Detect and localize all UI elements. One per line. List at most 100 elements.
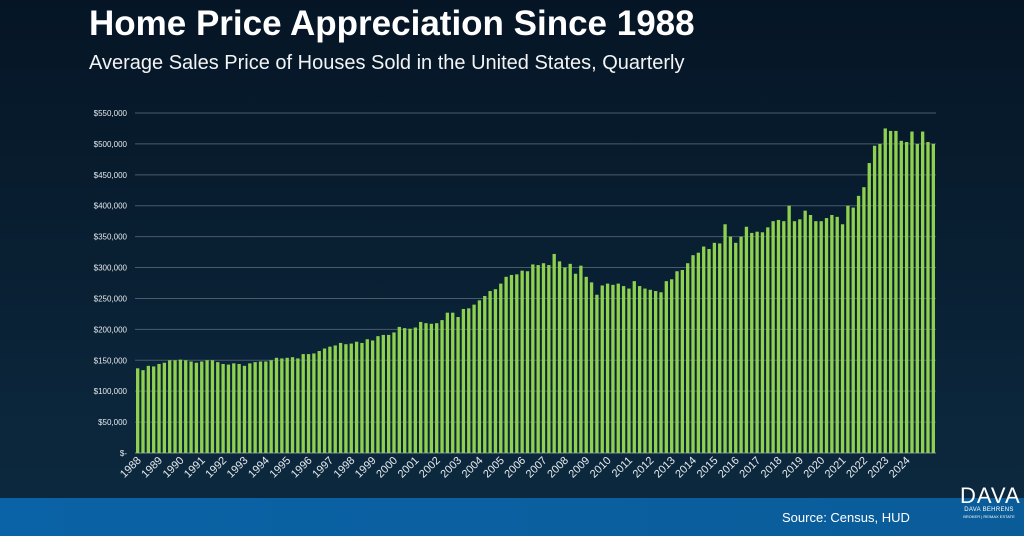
bar: [739, 236, 743, 453]
bar: [467, 308, 471, 453]
x-tick-label: 1998: [332, 455, 358, 481]
bar: [552, 253, 556, 453]
gridlines: [135, 112, 936, 454]
bar: [264, 361, 268, 453]
bar: [894, 130, 898, 453]
bar: [910, 131, 914, 454]
bar: [589, 282, 594, 453]
bar: [696, 252, 701, 453]
bar-chart: $- $50,000 $100,000 $150,000 $200,000 $250,00…: [94, 109, 936, 481]
x-tick-label: 1997: [310, 455, 336, 481]
bar: [392, 332, 396, 453]
bar: [867, 163, 871, 453]
bar: [370, 340, 375, 453]
bar: [712, 242, 717, 453]
x-tick-label: 2015: [695, 455, 721, 481]
y-tick-label: $250,000: [94, 294, 128, 303]
bar: [787, 205, 791, 453]
x-tick-label: 2005: [481, 455, 507, 481]
y-tick-label: $400,000: [94, 202, 128, 211]
x-tick-label: 2011: [610, 455, 635, 480]
bar: [472, 304, 476, 453]
logo-name: DAVA BEHRENS: [964, 507, 1014, 513]
bar: [157, 363, 161, 453]
bar: [637, 286, 642, 453]
x-tick-label: 2000: [374, 455, 400, 481]
bar: [621, 286, 626, 453]
bar: [803, 210, 807, 453]
bar: [210, 360, 215, 453]
bar: [888, 130, 893, 453]
x-tick-label: 2024: [887, 455, 913, 481]
bar: [595, 294, 599, 453]
bar: [616, 283, 620, 453]
bar: [168, 360, 172, 453]
bar: [184, 360, 188, 453]
bar: [274, 357, 279, 453]
bar: [413, 327, 417, 453]
bar: [515, 274, 519, 453]
x-axis-ticks: 1988198919901991199219931994199519961997…: [118, 455, 913, 481]
bar: [766, 227, 770, 453]
x-tick-label: 1999: [353, 455, 379, 481]
bar: [600, 285, 604, 453]
bar: [862, 187, 866, 453]
bar: [611, 284, 615, 453]
bar: [312, 353, 316, 453]
bar: [477, 300, 482, 453]
bar: [349, 343, 353, 453]
bar: [162, 362, 167, 453]
logo-wordmark: DAVA: [960, 483, 1021, 508]
y-tick-label: $150,000: [94, 356, 128, 365]
bar: [237, 363, 241, 453]
bar: [547, 265, 551, 453]
bar: [760, 232, 765, 453]
bar: [317, 351, 321, 453]
bar: [856, 195, 861, 453]
y-tick-label: $300,000: [94, 264, 128, 273]
x-tick-label: 2009: [567, 455, 593, 481]
bar: [189, 361, 193, 453]
bar: [376, 336, 380, 453]
bar: [280, 358, 284, 453]
bar: [653, 291, 658, 453]
bar: [429, 323, 434, 453]
bar: [194, 362, 199, 453]
bar: [846, 205, 850, 453]
bar: [643, 288, 647, 453]
y-axis-ticks: $- $50,000 $100,000 $150,000 $200,000 $250,00…: [94, 109, 128, 458]
bar: [771, 221, 775, 453]
brand-logo: DAVA DAVA BEHRENS BROKER | RE/MAX ESTATE: [960, 483, 1021, 520]
bar: [397, 326, 401, 453]
bar: [734, 242, 738, 453]
bar: [531, 264, 535, 453]
y-tick-label: $350,000: [94, 233, 128, 242]
bar: [830, 215, 834, 453]
y-tick-label: $550,000: [94, 109, 128, 118]
x-tick-label: 2022: [844, 455, 870, 481]
x-tick-label: 2019: [780, 455, 806, 481]
bar: [178, 359, 183, 453]
bar: [242, 365, 247, 453]
bar: [814, 221, 818, 453]
x-tick-label: 1990: [161, 455, 187, 481]
bar: [680, 270, 684, 453]
x-tick-label: 2014: [673, 455, 699, 481]
bar: [776, 219, 781, 453]
footer-bar: Source: Census, HUD: [0, 498, 1024, 536]
bar: [424, 323, 428, 453]
bar: [750, 232, 754, 453]
y-tick-label: $100,000: [94, 387, 128, 396]
x-tick-label: 1991: [182, 455, 208, 481]
bar: [269, 360, 273, 453]
bar: [840, 224, 845, 453]
bar: [605, 283, 610, 453]
bar: [451, 312, 455, 453]
bar: [702, 246, 706, 453]
bar: [904, 142, 909, 454]
y-tick-label: $200,000: [94, 325, 128, 334]
bar: [253, 362, 257, 453]
source-note: Source: Census, HUD: [782, 510, 910, 525]
bar: [835, 216, 839, 453]
bar: [659, 292, 663, 453]
